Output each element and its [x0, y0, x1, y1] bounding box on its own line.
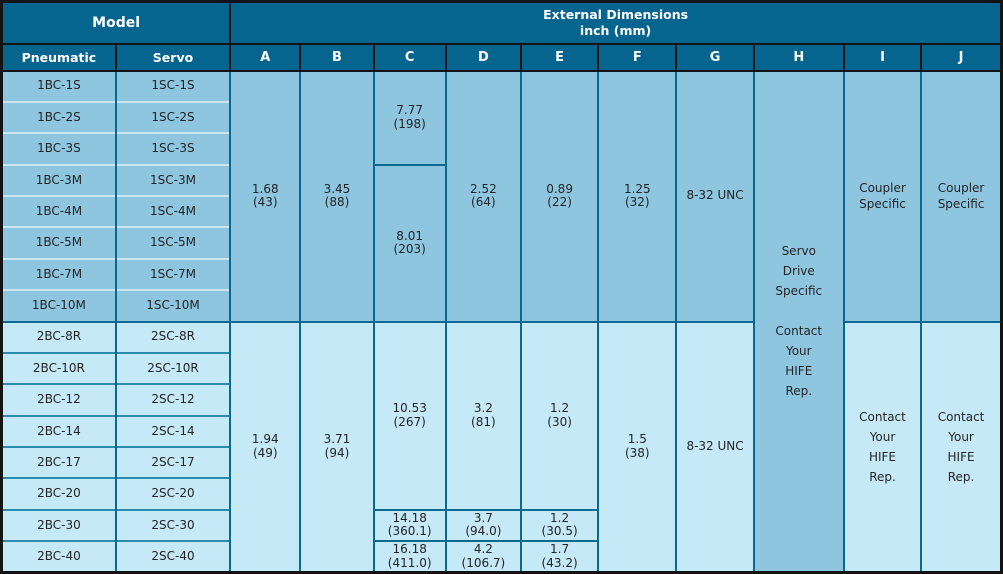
- servo-model-cell: 1SC-2S: [114, 100, 231, 134]
- value-c-upper-group1: 7.77 (198): [372, 70, 446, 165]
- value-g-group2: 8-32 UNC: [675, 320, 754, 573]
- dim-column-header-e: E: [519, 42, 600, 72]
- pneumatic-model-cell: 1BC-1S: [1, 70, 116, 102]
- pneumatic-model-cell: 2BC-17: [1, 445, 116, 479]
- value-j-group1: Coupler Specific: [920, 70, 1002, 322]
- servo-model-cell: 1SC-1S: [114, 70, 231, 102]
- dim-column-header-d: D: [444, 42, 522, 72]
- servo-model-cell: 2SC-17: [114, 445, 231, 479]
- pneumatic-model-cell: 1BC-7M: [1, 257, 116, 291]
- table-row: 1BC-2S 1SC-2S: [1, 100, 1002, 134]
- table-row: 2BC-14 2SC-14: [1, 414, 1002, 447]
- servo-model-cell: 1SC-7M: [114, 257, 231, 291]
- value-b-group2: 3.71 (94): [299, 320, 374, 573]
- value-f-group1: 1.25 (32): [597, 70, 677, 322]
- value-a-group1: 1.68 (43): [229, 70, 301, 322]
- value-i-group2: Contact Your HIFE Rep.: [842, 320, 922, 573]
- table-row: 2BC-10R 2SC-10R: [1, 351, 1002, 385]
- value-c-lower-group1: 8.01 (203): [372, 163, 446, 322]
- value-e-2bc30: 1.2 (30.5): [519, 508, 599, 542]
- servo-drive-specific-cell: Servo Drive Specific Contact Your HIFE R…: [752, 70, 844, 573]
- table-row: 1BC-3M 1SC-3M 8.01 (203): [1, 163, 1002, 322]
- value-g-group1: 8-32 UNC: [675, 70, 754, 322]
- dim-column-header-c: C: [372, 42, 447, 72]
- table-row: 1BC-4M 1SC-4M: [1, 194, 1002, 228]
- servo-model-cell: 2SC-30: [114, 508, 231, 542]
- pneumatic-model-cell: 1BC-2S: [1, 100, 116, 134]
- value-c-upper-group2: 10.53 (267): [372, 320, 446, 510]
- servo-model-cell: 1SC-3S: [114, 132, 231, 165]
- value-d-2bc40: 4.2 (106.7): [444, 540, 521, 573]
- pneumatic-model-cell: 2BC-20: [1, 477, 116, 510]
- value-i-group1: Coupler Specific: [842, 70, 922, 322]
- value-d-upper-group2: 3.2 (81): [444, 320, 521, 510]
- servo-model-cell: 2SC-8R: [114, 320, 231, 353]
- servo-model-cell: 2SC-20: [114, 477, 231, 510]
- dim-column-header-g: G: [675, 42, 755, 72]
- dim-column-header-h: H: [752, 42, 845, 72]
- table-row: 2BC-12 2SC-12: [1, 383, 1002, 416]
- servo-model-cell: 2SC-10R: [114, 351, 231, 385]
- table-row: 1BC-10M 1SC-10M: [1, 289, 1002, 322]
- value-a-group2: 1.94 (49): [229, 320, 301, 573]
- table-row: 2BC-8R 2SC-8R 1.94 (49) 3.71 (94) 10.53 …: [1, 320, 1002, 573]
- value-c-2bc30: 14.18 (360.1): [372, 508, 446, 542]
- value-e-2bc40: 1.7 (43.2): [519, 540, 599, 573]
- table-row: 2BC-17 2SC-17: [1, 445, 1002, 479]
- external-dimensions-header: External Dimensions inch (mm): [229, 0, 1003, 45]
- table-row: 1BC-1S 1SC-1S 1.68 (43) 3.45 (88) 7.77 (…: [1, 70, 1002, 573]
- table-row: 1BC-7M 1SC-7M: [1, 257, 1002, 291]
- model-header: Model: [0, 0, 232, 45]
- pneumatic-model-cell: 2BC-30: [1, 508, 116, 542]
- value-j-group2: Contact Your HIFE Rep.: [920, 320, 1002, 573]
- pneumatic-model-cell: 1BC-5M: [1, 226, 116, 259]
- value-e-upper-group2: 1.2 (30): [519, 320, 599, 510]
- value-c-2bc40: 16.18 (411.0): [372, 540, 446, 573]
- pneumatic-model-cell: 2BC-8R: [1, 320, 116, 353]
- table-row: 2BC-20 2SC-20: [1, 477, 1002, 510]
- dim-column-header-b: B: [299, 42, 375, 72]
- dim-column-header-a: A: [229, 42, 302, 72]
- pneumatic-model-cell: 2BC-10R: [1, 351, 116, 385]
- table-row: 2BC-40 2SC-40 16.18 (411.0) 4.2 (106.7) …: [1, 540, 1002, 573]
- value-f-group2: 1.5 (38): [597, 320, 677, 573]
- pneumatic-model-cell: 2BC-40: [1, 540, 116, 573]
- value-e-group1: 0.89 (22): [519, 70, 599, 322]
- pneumatic-model-cell: 1BC-3M: [1, 163, 116, 196]
- value-d-2bc30: 3.7 (94.0): [444, 508, 521, 542]
- dim-column-header-i: I: [842, 42, 923, 72]
- servo-model-cell: 1SC-4M: [114, 194, 231, 228]
- dim-column-header-f: F: [597, 42, 678, 72]
- pneumatic-model-cell: 1BC-10M: [1, 289, 116, 322]
- value-b-group1: 3.45 (88): [299, 70, 374, 322]
- dim-column-header-j: J: [920, 42, 1003, 72]
- servo-model-cell: 1SC-5M: [114, 226, 231, 259]
- table-row: 2BC-30 2SC-30 14.18 (360.1) 3.7 (94.0) 1…: [1, 508, 1002, 542]
- pneumatic-model-cell: 2BC-12: [1, 383, 116, 416]
- pneumatic-model-cell: 1BC-3S: [1, 132, 116, 165]
- servo-model-cell: 1SC-10M: [114, 289, 231, 322]
- servo-model-cell: 2SC-12: [114, 383, 231, 416]
- servo-model-cell: 1SC-3M: [114, 163, 231, 196]
- value-d-group1: 2.52 (64): [444, 70, 521, 322]
- table-row: 1BC-5M 1SC-5M: [1, 226, 1002, 259]
- servo-column-header: Servo: [114, 42, 232, 72]
- servo-model-cell: 2SC-40: [114, 540, 231, 573]
- pneumatic-model-cell: 2BC-14: [1, 414, 116, 447]
- servo-model-cell: 2SC-14: [114, 414, 231, 447]
- table-row: 1BC-3S 1SC-3S: [1, 132, 1002, 165]
- pneumatic-model-cell: 1BC-4M: [1, 194, 116, 228]
- pneumatic-column-header: Pneumatic: [0, 42, 117, 72]
